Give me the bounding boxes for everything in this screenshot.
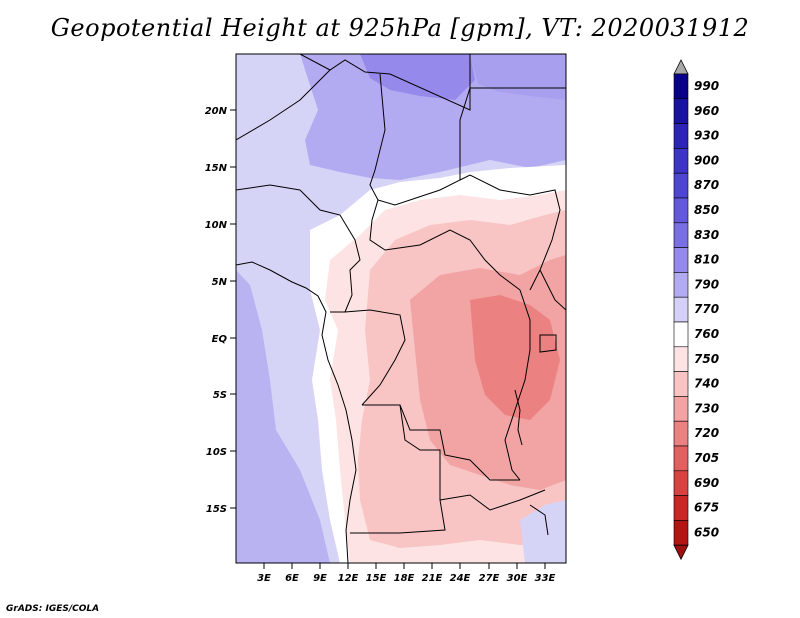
border-drc-east bbox=[504, 289, 531, 481]
lon-label: 24E bbox=[450, 573, 471, 584]
colorbar-label: 675 bbox=[694, 501, 719, 515]
border-libya-sudan bbox=[459, 87, 566, 121]
colorbar-label: 690 bbox=[694, 476, 719, 490]
lake-tanganyika bbox=[514, 389, 523, 446]
credit-text: GrADS: IGES/COLA bbox=[6, 604, 100, 614]
border-angola bbox=[350, 404, 446, 534]
colorbar-swatch bbox=[673, 420, 689, 447]
colorbar-label: 850 bbox=[694, 203, 719, 217]
colorbar-swatch bbox=[673, 445, 689, 472]
lon-label: 15E bbox=[366, 573, 387, 584]
border-lake-victoria bbox=[539, 334, 557, 353]
colorbar-swatch bbox=[673, 123, 689, 149]
colorbar-top-arrow bbox=[673, 59, 689, 75]
border-zambia bbox=[439, 489, 546, 511]
lon-label: 18E bbox=[394, 573, 415, 584]
colorbar-swatch bbox=[673, 272, 689, 298]
lon-axis bbox=[263, 563, 546, 569]
colorbar-swatch bbox=[673, 470, 689, 496]
lon-label: 33E bbox=[535, 573, 556, 584]
colorbar-bottom-arrow bbox=[673, 544, 689, 561]
lon-label: 3E bbox=[257, 573, 271, 584]
colorbar-swatch bbox=[673, 296, 689, 323]
border-congo bbox=[330, 309, 406, 406]
lat-label: 10N bbox=[205, 220, 228, 231]
colorbar-label: 960 bbox=[694, 104, 719, 118]
map-frame bbox=[235, 53, 567, 564]
border-nigeria bbox=[236, 184, 301, 191]
colorbar-swatch bbox=[673, 346, 689, 372]
colorbar-label: 705 bbox=[694, 451, 719, 465]
colorbar: 990 960 930 900 870 850 830 810 790 770 760 750 740 7… bbox=[673, 59, 719, 561]
colorbar-swatch bbox=[673, 148, 689, 174]
lon-label: 6E bbox=[285, 573, 299, 584]
map-plot-area bbox=[236, 54, 566, 563]
colorbar-label: 900 bbox=[694, 153, 719, 167]
colorbar-label: 730 bbox=[694, 401, 719, 415]
colorbar-label: 750 bbox=[694, 352, 719, 366]
border-car bbox=[369, 199, 521, 291]
lon-label: 21E bbox=[422, 573, 443, 584]
field-red-720 bbox=[470, 295, 560, 420]
border-sudan bbox=[459, 174, 561, 291]
colorbar-label: 830 bbox=[694, 228, 719, 242]
country-borders bbox=[236, 54, 566, 563]
colorbar-label: 990 bbox=[694, 79, 719, 93]
chart-title: Geopotential Height at 925hPa [gpm], VT:… bbox=[50, 14, 750, 42]
border-cameroon bbox=[299, 189, 361, 313]
colorbar-label: 760 bbox=[694, 327, 719, 341]
colorbar-swatch bbox=[673, 396, 689, 422]
lat-label: EQ bbox=[212, 334, 228, 345]
lon-label: 12E bbox=[338, 573, 359, 584]
lon-label: 30E bbox=[507, 573, 528, 584]
field-north-core bbox=[360, 54, 475, 100]
colorbar-swatch bbox=[673, 222, 689, 248]
colorbar-label: 930 bbox=[694, 129, 719, 143]
lat-label: 20N bbox=[205, 106, 228, 117]
field-ocean-west bbox=[236, 270, 330, 563]
colorbar-label: 810 bbox=[694, 253, 719, 267]
lake-malawi bbox=[529, 504, 549, 536]
border-drc-south bbox=[362, 404, 520, 481]
lon-label: 9E bbox=[313, 573, 327, 584]
colorbar-label: 870 bbox=[694, 178, 719, 192]
lat-axis bbox=[230, 109, 236, 509]
colorbar-swatch bbox=[673, 197, 689, 224]
colorbar-swatch bbox=[673, 98, 689, 124]
lat-label: 15N bbox=[205, 163, 228, 174]
colorbar-swatch bbox=[673, 172, 689, 199]
colorbar-swatch bbox=[673, 247, 689, 273]
border-east bbox=[539, 269, 566, 311]
lon-label: 27E bbox=[479, 573, 500, 584]
border-niger-chad bbox=[236, 69, 331, 141]
field-se-lavender bbox=[520, 500, 566, 563]
colorbar-swatch bbox=[673, 321, 689, 348]
lat-label: 15S bbox=[206, 504, 227, 515]
lat-label: 10S bbox=[206, 447, 227, 458]
lat-label: 5N bbox=[212, 277, 228, 288]
colorbar-swatch bbox=[673, 495, 689, 521]
colorbar-label: 770 bbox=[694, 302, 719, 316]
colorbar-label: 740 bbox=[694, 377, 719, 391]
colorbar-label: 720 bbox=[694, 426, 719, 440]
colorbar-label: 650 bbox=[694, 525, 719, 539]
colorbar-swatch bbox=[673, 520, 689, 546]
colorbar-label: 790 bbox=[694, 277, 719, 291]
colorbar-swatch bbox=[673, 371, 689, 397]
lat-label: 5S bbox=[213, 390, 227, 401]
colorbar-swatch bbox=[673, 73, 689, 100]
coastline-west bbox=[236, 261, 357, 563]
